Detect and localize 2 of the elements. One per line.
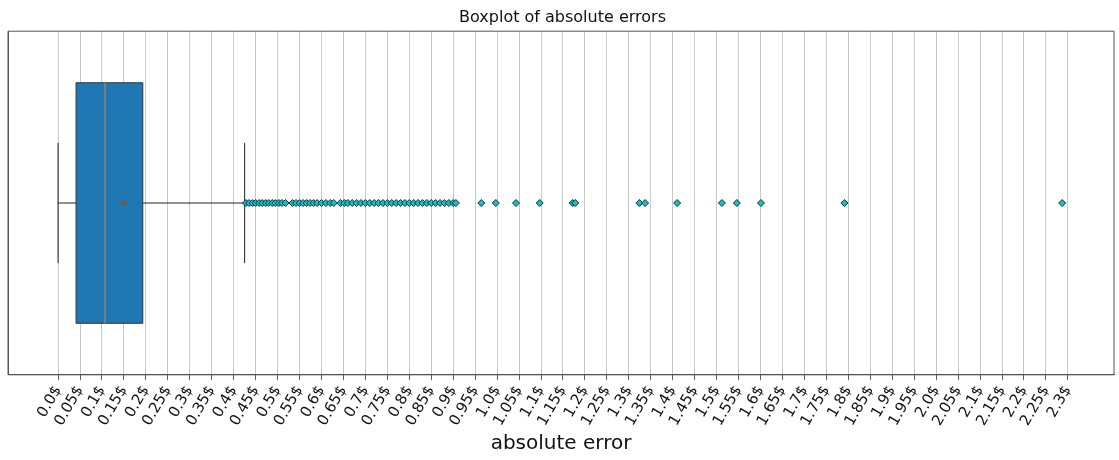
chart-title: Boxplot of absolute errors (459, 6, 666, 26)
x-axis-title: absolute error (490, 430, 633, 455)
